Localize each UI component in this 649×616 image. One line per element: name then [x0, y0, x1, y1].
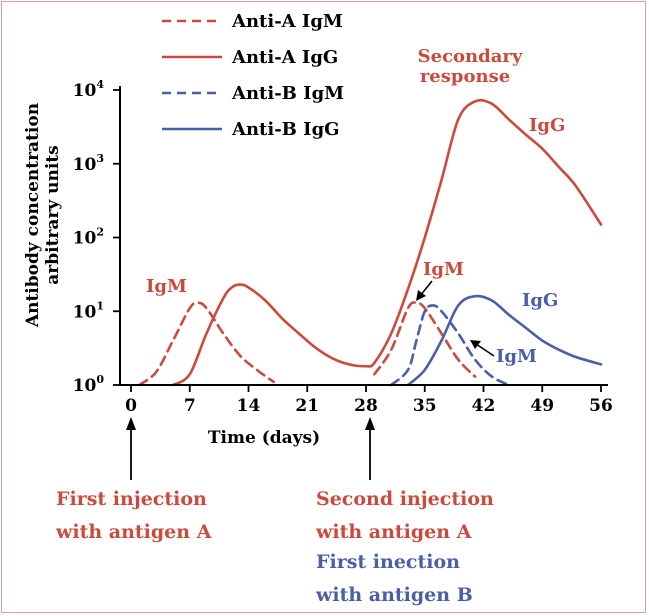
axes — [119, 86, 608, 386]
series-layer — [138, 98, 603, 387]
arrow-igm-b — [470, 340, 495, 357]
x-tick-label: 42 — [472, 396, 496, 416]
series-line-anti-a-igg — [171, 98, 603, 387]
second-injection-a-line1: Second injection — [316, 488, 494, 510]
second-injection-a-line2: with antigen A — [315, 521, 472, 543]
legend-label: Anti-B IgM — [231, 83, 344, 104]
secondary-response-label-line2: response — [420, 66, 510, 87]
first-injection-b-line2: with antigen B — [315, 584, 473, 606]
igm-primary-label: IgM — [146, 276, 187, 297]
legend-label: Anti-A IgM — [231, 11, 343, 32]
arrow-first-injection — [126, 417, 136, 480]
igm-secondary-a-label: IgM — [423, 259, 464, 280]
plot-area: 0 7 14 21 28 35 42 49 56 100 101 102 103 104 — [73, 78, 613, 416]
igg-top-label: IgG — [529, 115, 565, 136]
legend-label: Anti-A IgG — [231, 47, 338, 68]
igg-b-label: IgG — [522, 290, 558, 311]
series-line-anti-b-igg — [406, 294, 603, 387]
secondary-response-label-line1: Secondary — [418, 46, 523, 67]
series-line-anti-b-igm — [389, 304, 510, 387]
arrow-second-injection — [365, 417, 375, 480]
x-tick-label: 14 — [237, 396, 261, 416]
first-injection-a-line2: with antigen A — [55, 521, 212, 543]
legend-label: Anti-B IgG — [231, 119, 340, 140]
y-tick-label: 100 — [73, 373, 105, 396]
y-tick-label: 101 — [73, 299, 104, 322]
y-tick-label: 102 — [73, 226, 104, 249]
y-tick-label: 103 — [73, 152, 104, 175]
x-tick-label: 56 — [589, 396, 613, 416]
y-tick-label: 104 — [73, 78, 105, 101]
x-tick-label: 0 — [125, 396, 137, 416]
series-line-anti-a-igm — [138, 301, 275, 387]
arrow-igm-secondary-a — [416, 280, 433, 301]
igm-b-label: IgM — [496, 346, 537, 367]
first-injection-a-line1: First injection — [56, 488, 207, 510]
x-tick-label: 21 — [295, 396, 319, 416]
y-axis-label-line2: arbitrary units — [43, 145, 63, 285]
first-injection-b-line1: First inection — [316, 551, 460, 573]
ticks: 0 7 14 21 28 35 42 49 56 100 101 102 103 104 — [73, 78, 613, 416]
x-tick-label: 7 — [184, 396, 196, 416]
x-axis-label: Time (days) — [208, 428, 320, 448]
x-tick-label: 35 — [413, 396, 437, 416]
series-line-anti-a-igm — [373, 301, 477, 378]
x-tick-label: 28 — [354, 396, 378, 416]
legend: Anti-A IgM Anti-A IgG Anti-B IgM Anti-B IgG — [162, 11, 344, 140]
x-tick-label: 49 — [530, 396, 554, 416]
y-axis-label-line1: Antibody concentration — [23, 103, 43, 328]
